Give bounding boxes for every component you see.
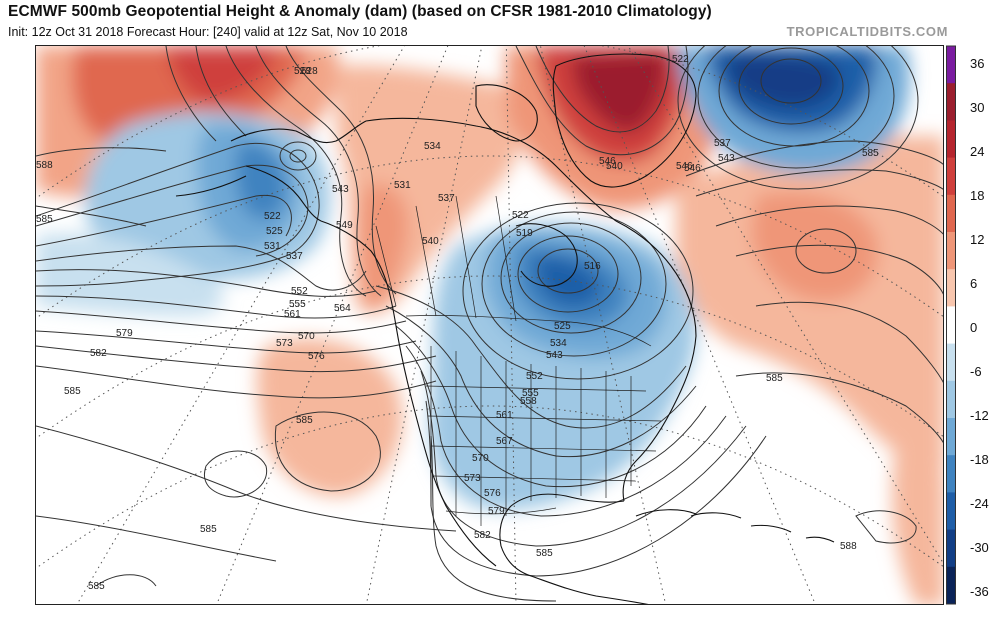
contour-label: 525 — [266, 226, 283, 237]
contour-label: 573 — [464, 473, 481, 484]
contour-label: 549 — [336, 220, 353, 231]
contour-label: 546 — [676, 161, 693, 172]
contour-label: 579 — [488, 506, 505, 517]
contour-label: 552 — [526, 371, 543, 382]
contour-label: 531 — [394, 180, 411, 191]
contour-label: 573 — [276, 338, 293, 349]
contour-label: 528 — [301, 66, 318, 77]
brand-watermark: TROPICALTIDBITS.COM — [786, 24, 948, 39]
colorbar-swatch — [946, 380, 956, 419]
contour-label: 561 — [496, 410, 513, 421]
forecast-info: Init: 12z Oct 31 2018 Forecast Hour: [24… — [8, 25, 408, 39]
contour-label: 585 — [296, 415, 313, 426]
contour-label: 534 — [424, 141, 441, 152]
contour-label: 534 — [550, 338, 567, 349]
colorbar-tick-label: 24 — [970, 144, 984, 159]
contour-label: 582 — [90, 348, 107, 359]
contour-label: 564 — [334, 303, 351, 314]
contour-label: 546 — [684, 163, 701, 174]
contour-label: 540 — [422, 236, 439, 247]
colorbar-tick-label: -18 — [970, 452, 989, 467]
contour-label: 531 — [264, 241, 281, 252]
contour-label: 519 — [516, 228, 533, 239]
contour-label: 522 — [512, 210, 529, 221]
colorbar-swatch — [946, 157, 956, 196]
contour-label: 585 — [766, 373, 783, 384]
contour-label: 543 — [546, 350, 563, 361]
colorbar-swatch — [946, 194, 956, 233]
colorbar-tick-label: 12 — [970, 232, 984, 247]
colorbar-swatch — [946, 343, 956, 382]
colorbar-tick-label: -6 — [970, 364, 982, 379]
colorbar-tick-label: 30 — [970, 100, 984, 115]
contour-label: 543 — [718, 153, 735, 164]
political-borders — [375, 195, 662, 526]
contour-label: 555 — [289, 299, 306, 310]
contour-label: 585 — [200, 524, 217, 535]
map-title: ECMWF 500mb Geopotential Height & Anomal… — [8, 3, 712, 20]
contour-label: 588 — [840, 541, 857, 552]
colorbar-swatch — [946, 566, 956, 605]
contour-label: 567 — [496, 436, 513, 447]
anomaly-shading — [36, 46, 943, 604]
colorbar-swatch — [946, 83, 956, 121]
colorbar-swatch — [946, 46, 956, 84]
height-contours — [36, 46, 943, 602]
colorbar-swatch — [946, 306, 956, 345]
contour-label: 546 — [599, 156, 616, 167]
colorbar-tick-label: -36 — [970, 584, 989, 599]
contour-label: 558 — [520, 396, 537, 407]
contour-label: 537 — [714, 138, 731, 149]
contour-label: 582 — [474, 530, 491, 541]
contour-label: 585 — [88, 581, 105, 592]
contour-label: 540 — [606, 161, 623, 172]
colorbar-swatch — [946, 529, 956, 568]
colorbar-border — [946, 45, 956, 605]
contour-label: 528 — [294, 66, 311, 77]
contour-label: 585 — [64, 386, 81, 397]
contour-label: 561 — [284, 309, 301, 320]
colorbar-swatch — [946, 269, 956, 307]
colorbar-tick-label: 36 — [970, 56, 984, 71]
weather-map: 528 588 585 522 525 531 537 543 549 534 537 540 552 5… — [35, 45, 944, 605]
contour-label: 570 — [472, 453, 489, 464]
contour-label: 522 — [264, 211, 281, 222]
contour-label: 588 — [36, 160, 53, 171]
contour-label: 516 — [584, 261, 601, 272]
colorbar-swatch — [946, 120, 956, 159]
contour-label: 570 — [298, 331, 315, 342]
colorbar-swatch — [946, 232, 956, 270]
contour-label: 585 — [36, 214, 53, 225]
colorbar-swatch — [946, 492, 956, 531]
contour-label: 585 — [536, 548, 553, 559]
contour-label: 576 — [308, 351, 325, 362]
contour-label: 537 — [438, 193, 455, 204]
contour-label: 543 — [332, 184, 349, 195]
colorbar-tick-label: -24 — [970, 496, 989, 511]
anomaly-colorbar: 36 30 24 18 12 6 0 -6 -12 -18 -24 -30 -36 — [946, 45, 1000, 605]
colorbar-tick-label: -30 — [970, 540, 989, 555]
colorbar-swatch — [946, 455, 956, 493]
contour-label: 537 — [286, 251, 303, 262]
colorbar-tick-label: -12 — [970, 408, 989, 423]
colorbar-swatch — [946, 418, 956, 456]
contour-label: 552 — [291, 286, 308, 297]
colorbar-tick-label: 18 — [970, 188, 984, 203]
colorbar-tick-label: 6 — [970, 276, 977, 291]
contour-label: 585 — [862, 148, 879, 159]
contour-label: 555 — [522, 388, 539, 399]
contour-label: 576 — [484, 488, 501, 499]
contour-label: 525 — [554, 321, 571, 332]
colorbar-tick-label: 0 — [970, 320, 977, 335]
contour-label: 579 — [116, 328, 133, 339]
contour-label: 522 — [672, 54, 689, 65]
